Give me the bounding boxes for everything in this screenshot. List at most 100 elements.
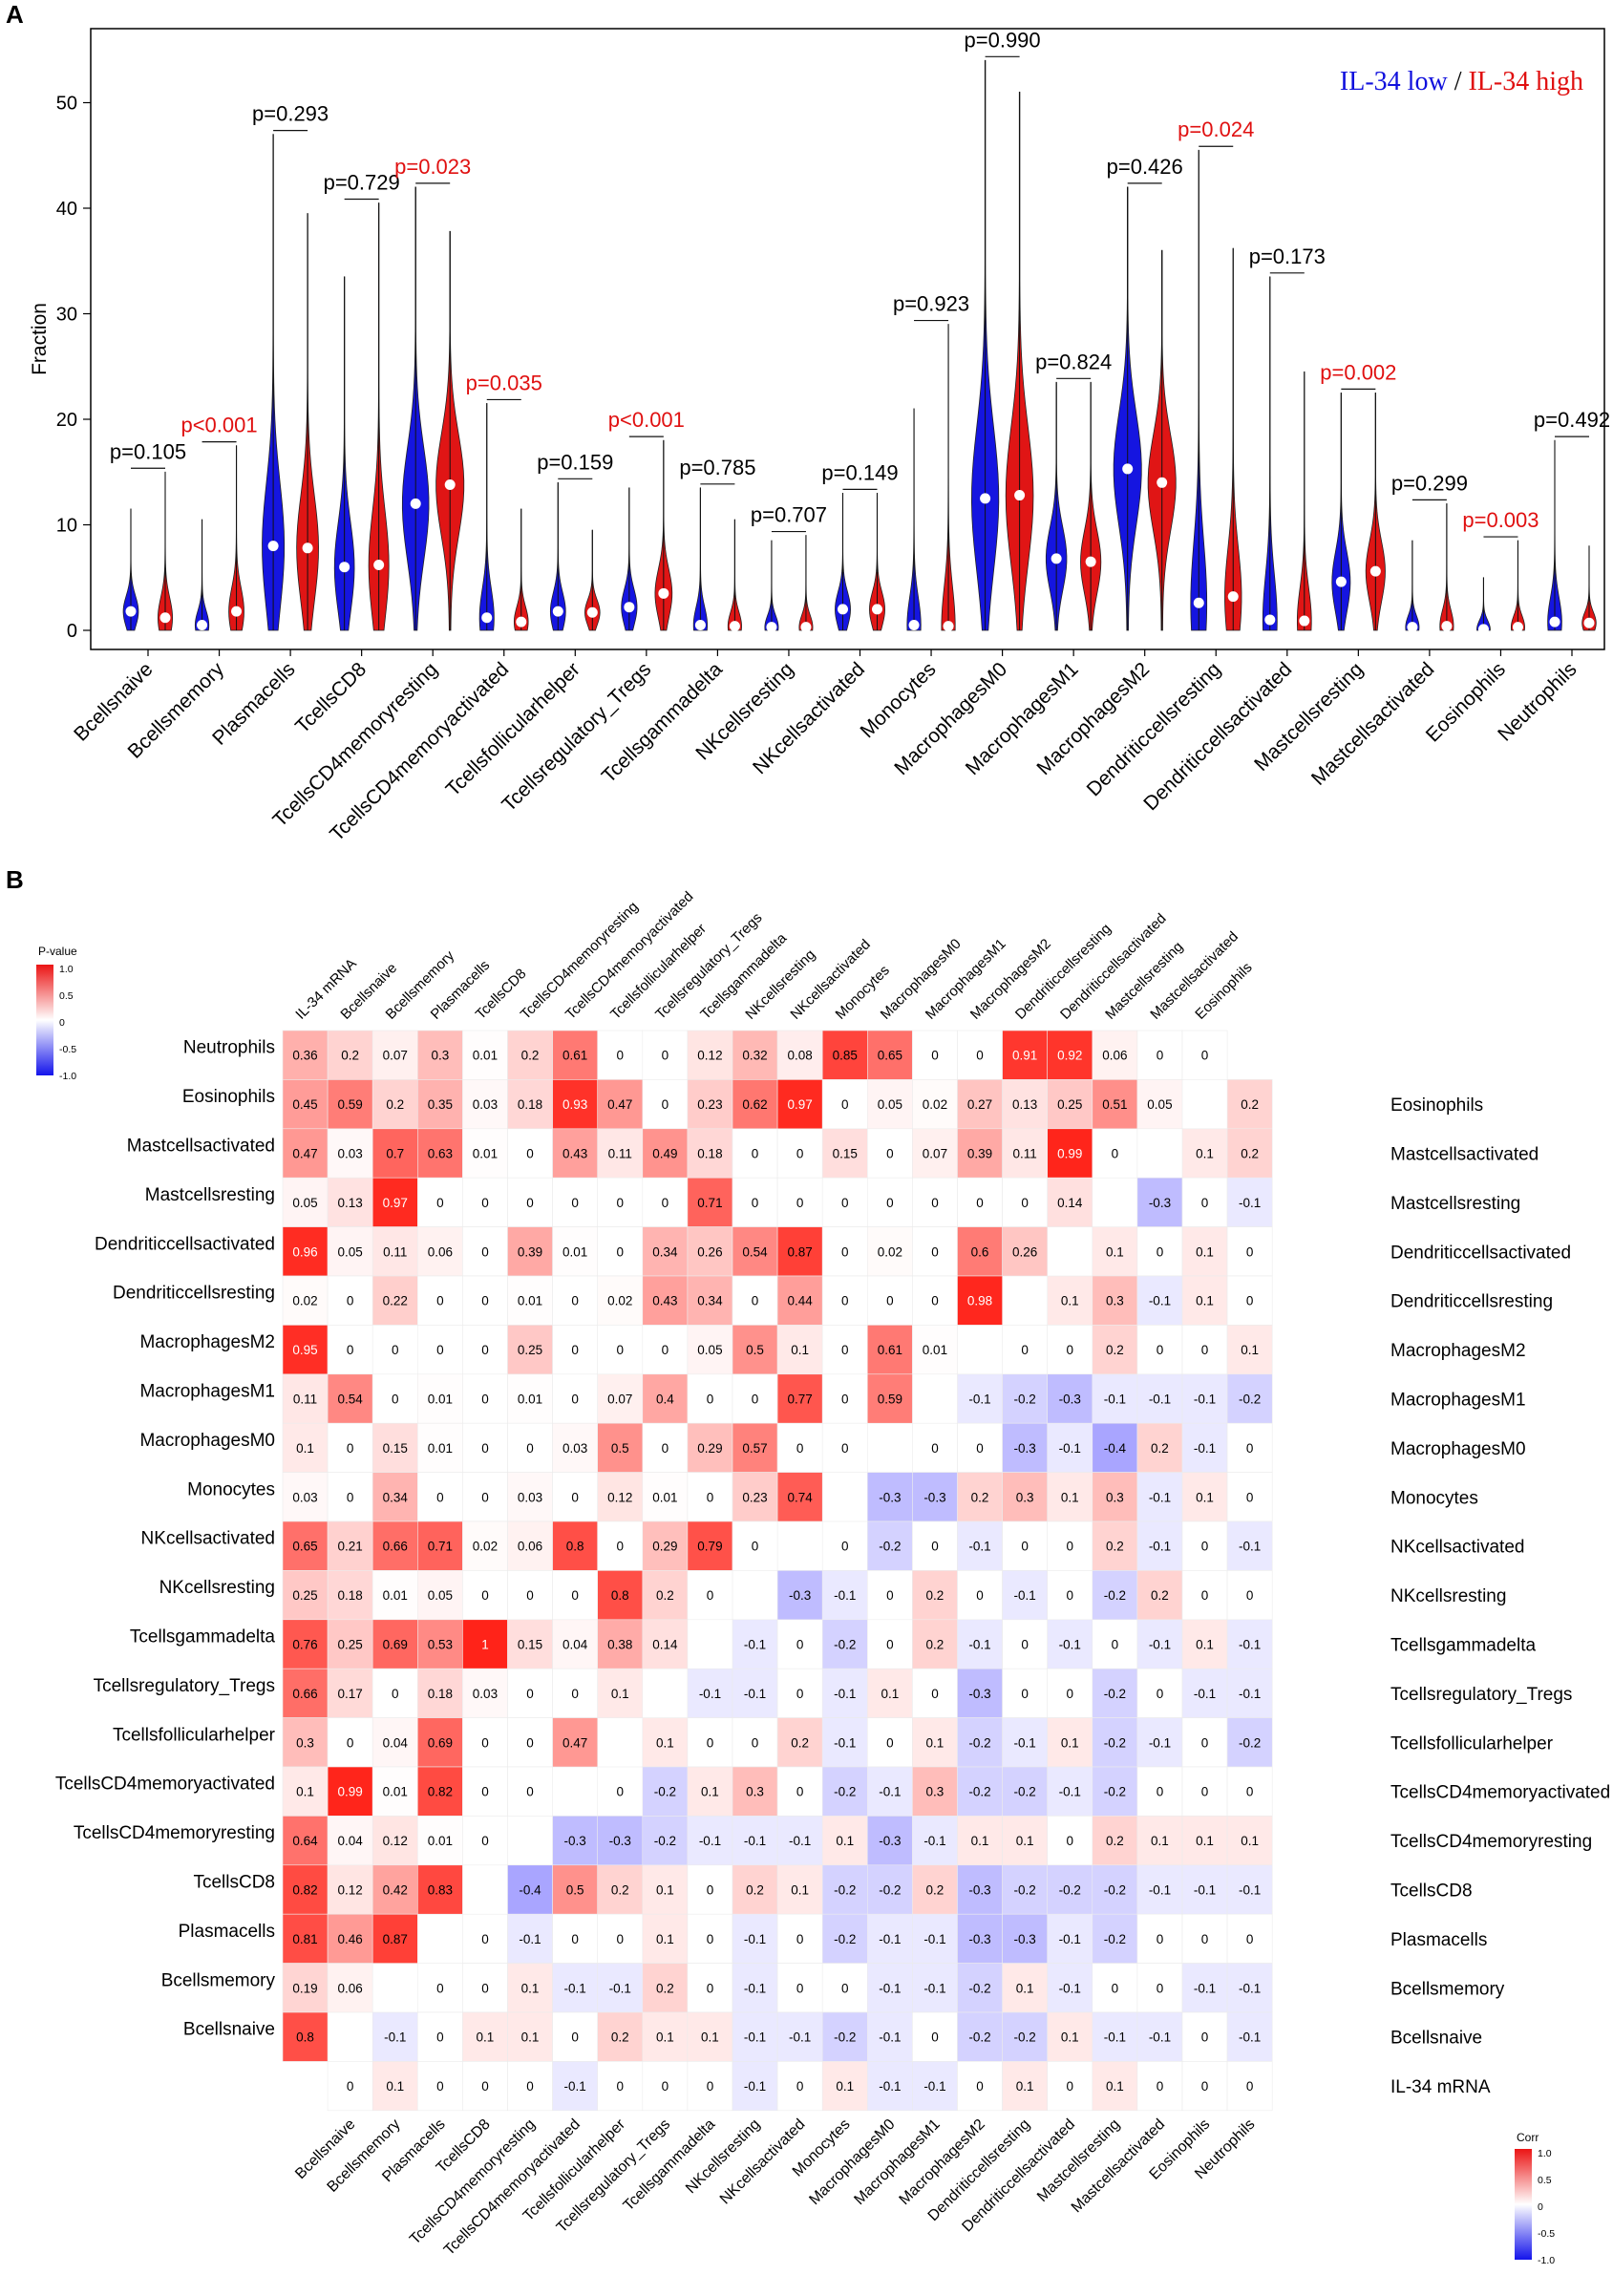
- heatmap-cell-value: 0.1: [1196, 1244, 1214, 1259]
- heatmap-cell-value: 0.08: [788, 1049, 813, 1063]
- heatmap-cell-value: 0.43: [652, 1294, 677, 1308]
- heatmap-cell: [507, 1030, 553, 1080]
- heatmap-cell-value: -0.1: [1149, 1490, 1171, 1504]
- heatmap-cell-value: 0: [1157, 1785, 1164, 1799]
- heatmap-cell: [732, 1079, 778, 1130]
- heatmap-cell: [507, 1226, 553, 1277]
- heatmap-cell: [957, 2061, 1003, 2112]
- median-point: [1157, 477, 1168, 488]
- heatmap-cell-value: 0.14: [1057, 1196, 1083, 1210]
- heatmap-cell-value: 0.03: [473, 1687, 498, 1701]
- p-value-label: p=0.035: [466, 371, 542, 394]
- heatmap-cell: [282, 1128, 329, 1179]
- heatmap-cell-value: 0.01: [383, 1588, 408, 1603]
- heatmap-cell-value: 0.69: [428, 1735, 453, 1750]
- heatmap-cell: [912, 1325, 958, 1375]
- heatmap-cell: [416, 1030, 463, 1080]
- heatmap-cell-value: 0.2: [926, 1588, 944, 1603]
- heatmap-cell-value: 0.27: [967, 1097, 992, 1112]
- heatmap-cell-value: 0: [1066, 1834, 1073, 1848]
- heatmap-cell: [597, 1422, 644, 1473]
- pvalue-legend-title: P-value: [38, 945, 77, 958]
- heatmap-cell-value: 0.71: [428, 1540, 453, 1554]
- heatmap-cell: [416, 1520, 463, 1571]
- heatmap-cell-value: 0: [481, 1588, 489, 1603]
- heatmap-cell-value: 0.22: [383, 1294, 408, 1308]
- heatmap-cell: [1136, 1373, 1183, 1424]
- heatmap-right-label: Dendriticcellsresting: [1390, 1292, 1553, 1312]
- heatmap-cell-value: -0.2: [1104, 1932, 1126, 1946]
- heatmap-cell-value: 0.74: [788, 1490, 814, 1504]
- heatmap-cell-value: 0.02: [607, 1294, 632, 1308]
- heatmap-cell-value: 0.1: [1061, 1735, 1079, 1750]
- heatmap-cell-value: -0.1: [1194, 1392, 1216, 1407]
- legend-low: IL-34 low: [1340, 67, 1449, 96]
- median-point: [1193, 597, 1204, 608]
- heatmap-cell-value: 0.1: [296, 1785, 314, 1799]
- heatmap-cell-value: -0.1: [1239, 1540, 1261, 1554]
- heatmap-cell-value: -0.3: [923, 1490, 945, 1504]
- heatmap-cell-value: 0: [752, 1294, 759, 1308]
- heatmap-cell: [416, 1570, 463, 1621]
- heatmap-cell: [552, 1816, 598, 1866]
- heatmap-cell-value: 0: [1246, 2079, 1254, 2094]
- heatmap-cell-value: 0: [796, 1932, 804, 1946]
- heatmap-cell: [1226, 1128, 1273, 1179]
- heatmap-cell-value: 0.01: [562, 1244, 587, 1259]
- heatmap-cell-value: 0: [1157, 1244, 1164, 1259]
- heatmap-cell-value: 0.62: [742, 1097, 767, 1112]
- heatmap-cell: [597, 1766, 644, 1817]
- heatmap-cell-value: -0.1: [834, 1687, 856, 1701]
- heatmap-cell: [462, 1226, 508, 1277]
- heatmap-cell-value: -0.3: [1014, 1932, 1036, 1946]
- heatmap-cell-value: 0.47: [607, 1097, 632, 1112]
- heatmap-cell-value: 0: [841, 1392, 849, 1407]
- heatmap-cell-value: 0.5: [566, 1883, 584, 1898]
- heatmap-cell-value: 0.25: [518, 1343, 542, 1357]
- heatmap-cell: [821, 1619, 868, 1669]
- heatmap-cell: [957, 1275, 1003, 1326]
- heatmap-cell: [1226, 1472, 1273, 1522]
- heatmap-cell-value: 0: [752, 1196, 759, 1210]
- heatmap-cell: [912, 1030, 958, 1080]
- heatmap-cell-value: -0.1: [1059, 1638, 1081, 1652]
- heatmap-cell-value: 0.45: [292, 1097, 317, 1112]
- heatmap-cell: [552, 1472, 598, 1522]
- pvalue-legend-tick: 0: [59, 1017, 65, 1029]
- heatmap-cell: [821, 1717, 868, 1768]
- heatmap-cell-value: 0: [481, 1735, 489, 1750]
- heatmap-cell: [1002, 1472, 1048, 1522]
- heatmap-cell-value: 0: [707, 1883, 714, 1898]
- heatmap-cell-value: 0.8: [296, 2030, 314, 2045]
- heatmap-cell-value: -0.2: [1104, 1687, 1126, 1701]
- heatmap-cell-value: 0.2: [746, 1883, 764, 1898]
- heatmap-left-label: Dendriticcellsresting: [113, 1284, 275, 1304]
- heatmap-cell: [912, 1275, 958, 1326]
- heatmap-cell-value: 0.77: [788, 1392, 813, 1407]
- heatmap-cell-value: 0: [1157, 2079, 1164, 2094]
- heatmap-cell: [282, 1373, 329, 1424]
- heatmap-cell: [1136, 1226, 1183, 1277]
- heatmap-cell: [642, 1766, 689, 1817]
- heatmap-cell: [687, 2061, 733, 2112]
- heatmap-cell-value: 0.11: [293, 1392, 317, 1407]
- heatmap-cell: [957, 1079, 1003, 1130]
- heatmap-cell: [821, 1766, 868, 1817]
- heatmap-cell-value: -0.1: [1014, 1735, 1036, 1750]
- heatmap-cell: [642, 1963, 689, 2013]
- heatmap-cell-value: 0: [481, 1244, 489, 1259]
- median-point: [1512, 622, 1523, 633]
- heatmap-cell: [1226, 1766, 1273, 1817]
- heatmap-cell: [957, 1177, 1003, 1227]
- heatmap-cell: [327, 1325, 373, 1375]
- heatmap-cell-value: -0.2: [1104, 1588, 1126, 1603]
- heatmap-cell-value: 0.26: [697, 1244, 722, 1259]
- heatmap-cell: [507, 1717, 553, 1768]
- heatmap-top-label: MacrophagesM1: [923, 936, 1009, 1023]
- heatmap-cell: [462, 2061, 508, 2112]
- heatmap-cell-value: 0.18: [428, 1687, 453, 1701]
- median-point: [908, 619, 920, 630]
- heatmap-cell: [687, 2011, 733, 2062]
- heatmap-cell: [1226, 1520, 1273, 1571]
- heatmap-cell: [957, 1668, 1003, 1718]
